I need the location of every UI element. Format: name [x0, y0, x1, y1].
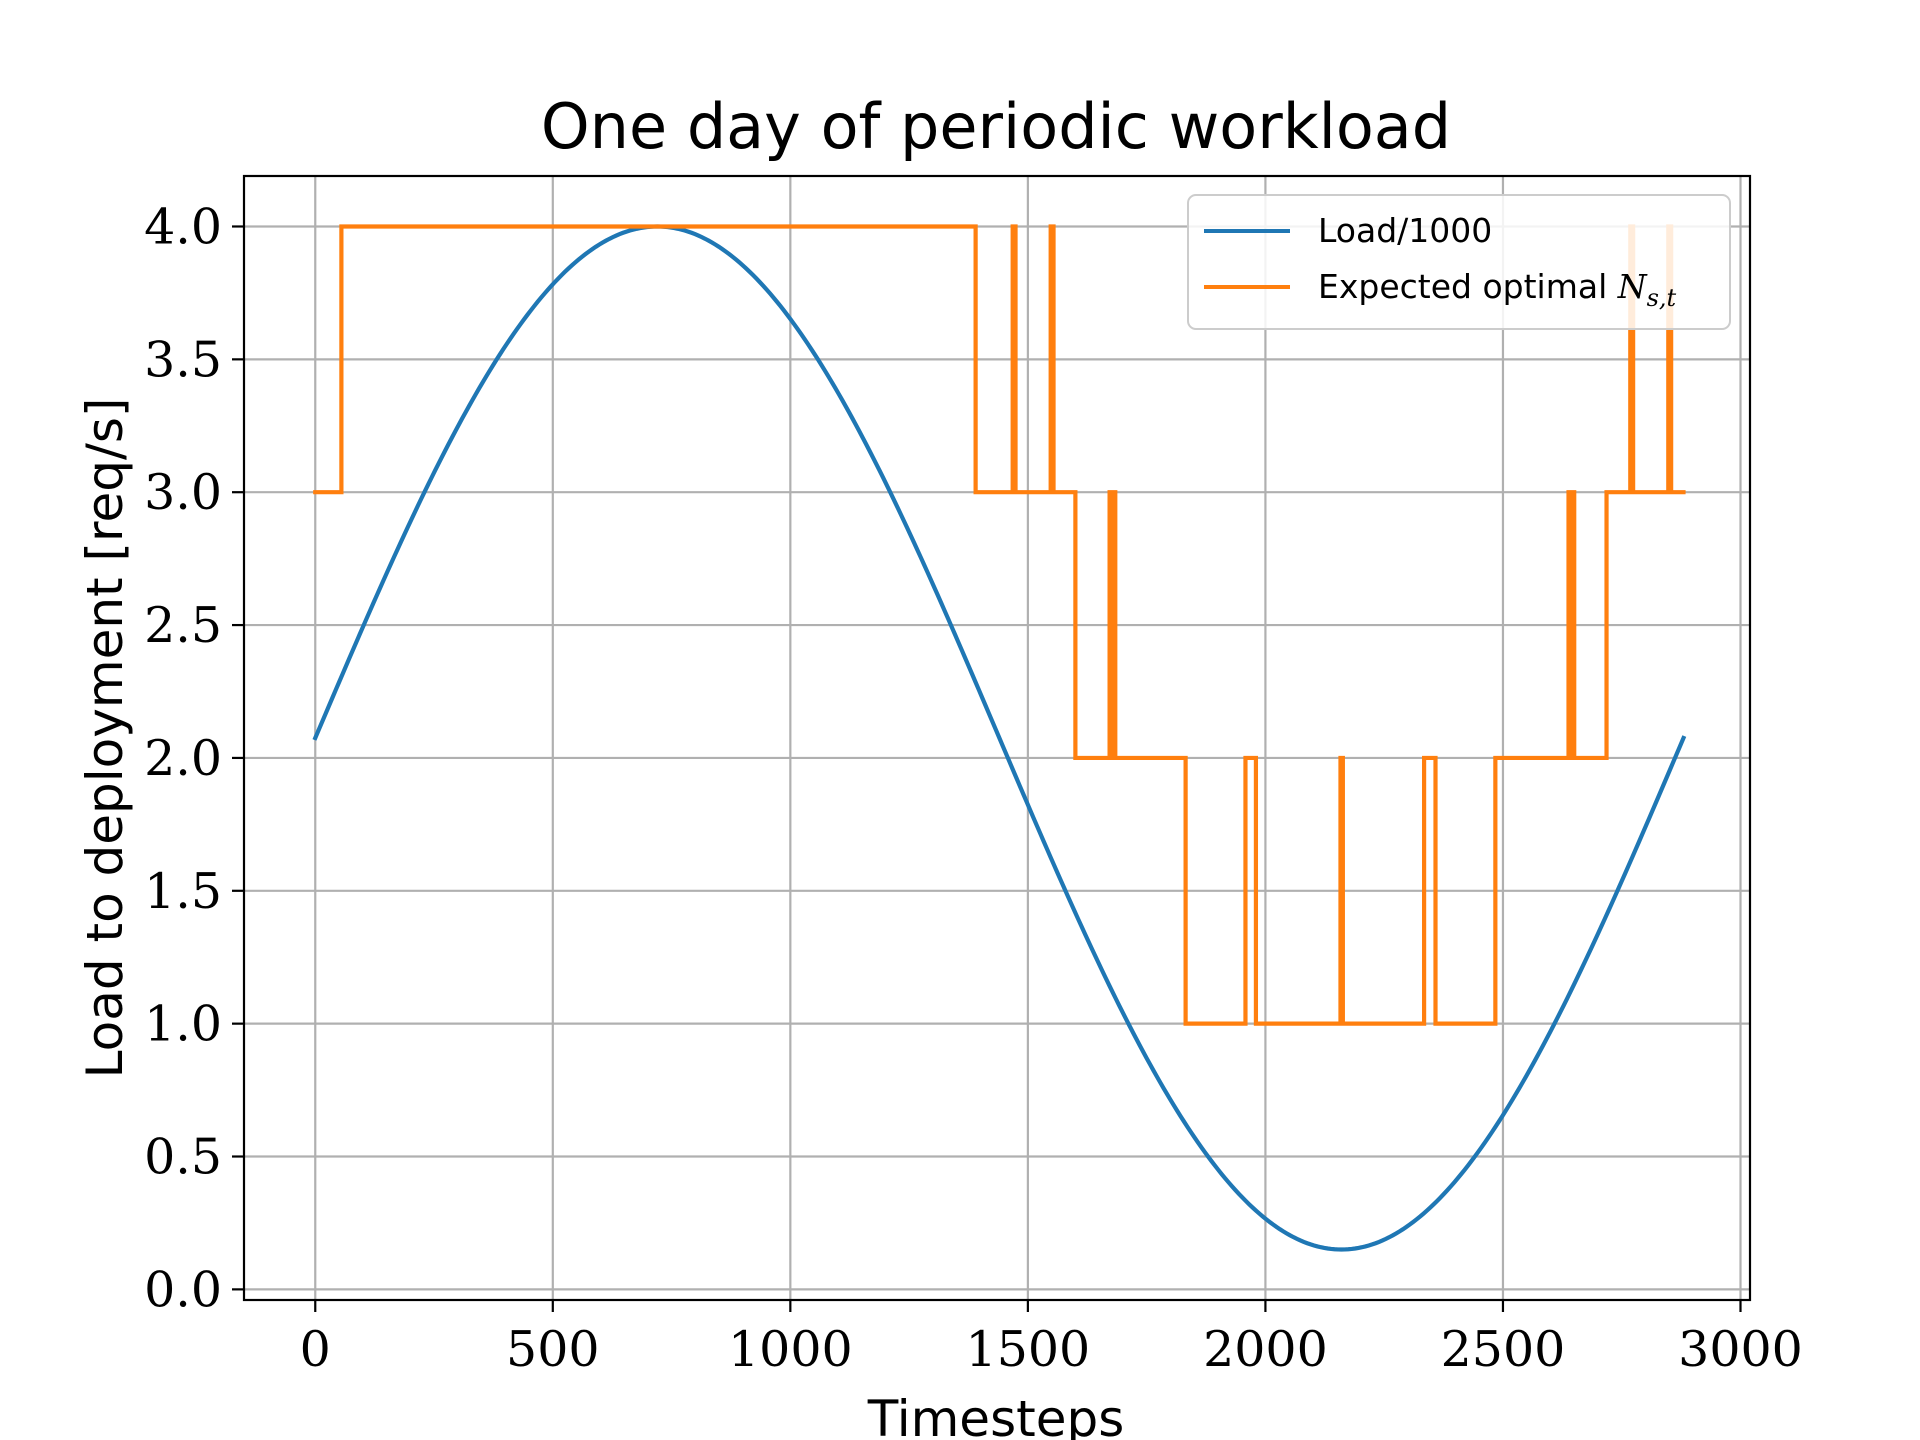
x-tick-label: 1000 [728, 1321, 853, 1378]
y-tick-label: 1.5 [144, 863, 222, 920]
x-axis-label: Timesteps [867, 1390, 1125, 1440]
x-tick-label: 2000 [1203, 1321, 1328, 1378]
y-axis-label: Load to deployment [req/s] [76, 398, 134, 1079]
legend-label-optimal-text: Expected optimal [1318, 267, 1618, 306]
ticks-layer: 0 500 1000 1500 2000 2500 3000 0.0 0.5 1.0 1.5 2.0 2… [144, 198, 1803, 1378]
chart-title: One day of periodic workload [541, 90, 1451, 163]
legend: Load/1000 Expected optimal Ns,t [1187, 194, 1731, 330]
y-tick-label: 0.0 [144, 1261, 222, 1318]
x-tick-label: 0 [300, 1321, 331, 1378]
series-layer [312, 224, 1687, 1252]
y-tick-label: 2.0 [144, 730, 222, 787]
x-tick-label: 2500 [1441, 1321, 1566, 1378]
legend-label-optimal-subscript: s,t [1647, 284, 1677, 312]
legend-label-load: Load/1000 [1318, 211, 1492, 250]
x-tick-label: 3000 [1678, 1321, 1803, 1378]
x-tick-label: 500 [506, 1321, 600, 1378]
series-line-optimal [313, 224, 1686, 1026]
y-tick-label: 1.0 [144, 996, 222, 1053]
y-tick-label: 3.0 [144, 464, 222, 521]
y-tick-label: 4.0 [144, 198, 222, 255]
y-tick-label: 3.5 [144, 331, 222, 388]
plot-frame [242, 174, 1752, 1302]
series-line-load [312, 224, 1687, 1252]
y-tick-label: 0.5 [144, 1129, 222, 1186]
legend-label-optimal: Expected optimal Ns,t [1318, 267, 1677, 312]
y-tick-label: 2.5 [144, 597, 222, 654]
legend-box [1187, 194, 1731, 330]
x-tick-label: 1500 [966, 1321, 1091, 1378]
legend-label-optimal-symbol: N [1617, 267, 1648, 306]
